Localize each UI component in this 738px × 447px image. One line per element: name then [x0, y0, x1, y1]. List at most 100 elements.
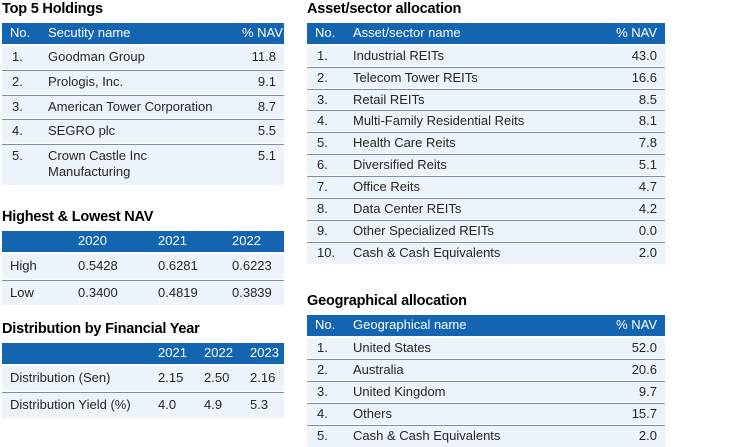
cell-geographical-name: Others: [345, 402, 607, 425]
cell-asset-name: Data Center REITs: [345, 197, 607, 220]
cell-geographical-name: Cash & Cash Equivalents: [345, 424, 607, 447]
cell-no: 9.: [307, 219, 345, 242]
cell-no: 3.: [307, 380, 345, 403]
table-row: Distribution (Sen) 2.15 2.50 2.16: [2, 366, 284, 393]
cell-value-2020: 0.3400: [70, 279, 150, 306]
column-header-2020: 2020: [70, 230, 150, 254]
table-row: 5. Cash & Cash Equivalents 2.0: [307, 424, 665, 447]
table-row: 6. Diversified Reits 5.1: [307, 154, 665, 176]
column-header-blank: [2, 343, 150, 367]
table-row: 2. Prologis, Inc. 9.1: [2, 69, 284, 95]
cell-security-name: Goodman Group: [40, 45, 234, 70]
cell-no: 4.: [307, 110, 345, 133]
column-header-2022: 2022: [196, 343, 242, 367]
table-row: 5. Crown Castle Inc Manufacturing 5.1: [2, 144, 284, 185]
header-row: No. Asset/sector name % NAV: [307, 22, 665, 46]
cell-nav: 8.1: [607, 110, 665, 133]
cell-value-2021: 0.6281: [150, 253, 224, 280]
column-header-security-name: Secutity name: [40, 22, 234, 46]
cell-nav: 16.6: [607, 66, 665, 89]
cell-nav: 2.0: [607, 424, 665, 447]
cell-no: 4.: [307, 402, 345, 425]
cell-nav: 9.7: [607, 380, 665, 403]
table-row: 3. United Kingdom 9.7: [307, 380, 665, 403]
cell-no: 4.: [2, 119, 40, 145]
cell-no: 3.: [307, 88, 345, 111]
geographical-table: No. Geographical name % NAV 1. United St…: [307, 315, 665, 447]
table-row: 9. Other Specialized REITs 0.0: [307, 219, 665, 242]
column-header-no: No.: [307, 315, 345, 339]
cell-security-name: SEGRO plc: [40, 119, 234, 145]
table-row: 5. Health Care Reits 7.8: [307, 132, 665, 155]
cell-asset-name: Diversified Reits: [345, 154, 607, 176]
column-header-nav: % NAV: [234, 22, 284, 46]
cell-asset-name: Multi-Family Residential Reits: [345, 110, 607, 133]
cell-security-name: Crown Castle Inc Manufacturing: [40, 144, 234, 185]
cell-value-2022: 0.3839: [224, 279, 284, 306]
column-header-2023: 2023: [242, 343, 284, 367]
cell-nav: 7.8: [607, 132, 665, 155]
cell-value-2021: 4.0: [150, 392, 196, 418]
cell-asset-name: Office Reits: [345, 175, 607, 198]
cell-nav: 5.5: [234, 119, 284, 145]
column-header-geographical-name: Geographical name: [345, 315, 607, 339]
cell-no: 2.: [307, 359, 345, 381]
column-header-nav: % NAV: [607, 22, 665, 46]
nav-table: 2020 2021 2022 High 0.5428 0.6281 0.6223…: [2, 230, 284, 306]
right-column: Asset/sector allocation No. Asset/sector…: [307, 1, 665, 447]
table-row: 2. Australia 20.6: [307, 359, 665, 381]
cell-value-2022: 0.6223: [224, 253, 284, 280]
table-row: 4. SEGRO plc 5.5: [2, 119, 284, 145]
cell-asset-name: Cash & Cash Equivalents: [345, 241, 607, 265]
asset-sector-table: No. Asset/sector name % NAV 1. Industria…: [307, 22, 665, 265]
cell-asset-name: Other Specialized REITs: [345, 219, 607, 242]
cell-nav: 5.1: [607, 154, 665, 176]
cell-no: 5.: [2, 144, 40, 185]
header-row: 2021 2022 2023: [2, 343, 284, 367]
cell-geographical-name: Australia: [345, 359, 607, 381]
cell-no: 1.: [307, 338, 345, 360]
cell-geographical-name: United Kingdom: [345, 380, 607, 403]
cell-no: 8.: [307, 197, 345, 220]
cell-row-label: Distribution (Sen): [2, 366, 150, 393]
cell-no: 3.: [2, 94, 40, 120]
cell-value-2021: 2.15: [150, 366, 196, 393]
cell-row-label: Low: [2, 279, 70, 306]
table-row: 10. Cash & Cash Equivalents 2.0: [307, 241, 665, 265]
column-header-blank: [2, 230, 70, 254]
header-row: No. Geographical name % NAV: [307, 315, 665, 339]
table-row: 1. Industrial REITs 43.0: [307, 45, 665, 67]
cell-no: 2.: [2, 69, 40, 95]
column-header-2021: 2021: [150, 230, 224, 254]
table-row: Distribution Yield (%) 4.0 4.9 5.3: [2, 392, 284, 418]
cell-asset-name: Industrial REITs: [345, 45, 607, 67]
table-row: High 0.5428 0.6281 0.6223: [2, 253, 284, 280]
cell-nav: 11.8: [234, 45, 284, 70]
cell-value-2021: 0.4819: [150, 279, 224, 306]
column-header-asset-name: Asset/sector name: [345, 22, 607, 46]
cell-no: 2.: [307, 66, 345, 89]
nav-title: Highest & Lowest NAV: [2, 208, 154, 225]
cell-nav: 5.1: [234, 144, 284, 185]
cell-nav: 8.7: [234, 94, 284, 120]
asset-sector-title: Asset/sector allocation: [307, 1, 462, 17]
cell-asset-name: Retail REITs: [345, 88, 607, 111]
table-row: 3. Retail REITs 8.5: [307, 88, 665, 111]
cell-geographical-name: United States: [345, 338, 607, 360]
table-row: 1. United States 52.0: [307, 338, 665, 360]
cell-no: 1.: [2, 45, 40, 70]
cell-nav: 0.0: [607, 219, 665, 242]
table-row: Low 0.3400 0.4819 0.3839: [2, 279, 284, 306]
cell-no: 10.: [307, 241, 345, 265]
table-row: 7. Office Reits 4.7: [307, 175, 665, 198]
cell-nav: 15.7: [607, 402, 665, 425]
cell-asset-name: Telecom Tower REITs: [345, 66, 607, 89]
cell-row-label: High: [2, 253, 70, 280]
cell-nav: 8.5: [607, 88, 665, 111]
table-row: 4. Multi-Family Residential Reits 8.1: [307, 110, 665, 133]
table-row: 3. American Tower Corporation 8.7: [2, 94, 284, 120]
column-header-2021: 2021: [150, 343, 196, 367]
table-row: 8. Data Center REITs 4.2: [307, 197, 665, 220]
cell-security-name: American Tower Corporation: [40, 94, 234, 120]
left-column: Top 5 Holdings No. Secutity name % NAV 1…: [2, 1, 284, 447]
